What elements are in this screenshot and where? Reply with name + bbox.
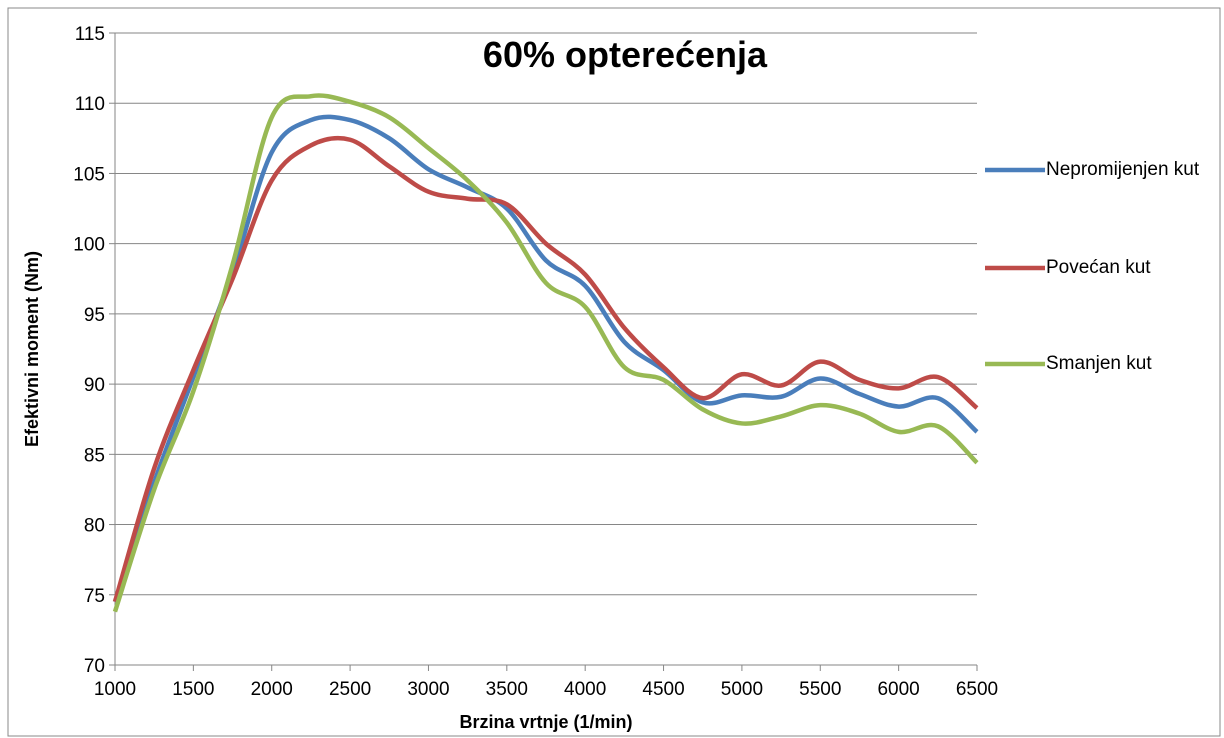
y-tick-label: 110: [75, 94, 105, 115]
series-line: [112, 93, 979, 613]
x-tick-label: 3500: [486, 679, 528, 700]
x-tick-label: 2500: [329, 679, 371, 700]
legend-label: Smanjen kut: [1046, 353, 1152, 374]
y-tick-label: 105: [73, 164, 105, 185]
x-tick-label: 4000: [564, 679, 606, 700]
legend-label: Nepromijenjen kut: [1046, 159, 1200, 180]
frame: [7, 7, 1221, 737]
y-tick-label: 95: [84, 305, 105, 326]
x-tick-label: 6000: [877, 679, 919, 700]
y-tick-label: 90: [84, 375, 105, 396]
x-tick-label: 5500: [799, 679, 841, 700]
x-tick-label: 4500: [642, 679, 684, 700]
x-tick-label: 5000: [721, 679, 763, 700]
y-tick-label: 100: [73, 235, 105, 256]
y-axis-label: Efektivni moment (Nm): [22, 251, 42, 447]
x-tick-label: 1500: [172, 679, 214, 700]
series-line: [112, 114, 979, 603]
x-tick-label: 3000: [407, 679, 449, 700]
x-tick-label: 6500: [956, 679, 998, 700]
y-tick-label: 80: [84, 516, 105, 537]
x-tick-label: 1000: [94, 679, 136, 700]
series-line: [112, 135, 979, 603]
y-tick-label: 115: [75, 24, 105, 45]
y-tick-label: 70: [84, 656, 105, 677]
x-tick-label: 2000: [251, 679, 293, 700]
legend-label: Povećan kut: [1046, 257, 1151, 278]
chart-title: 60% opterećenja: [483, 34, 768, 75]
x-axis-label: Brzina vrtnje (1/min): [459, 712, 632, 732]
y-tick-label: 75: [84, 586, 105, 607]
y-tick-label: 85: [84, 445, 105, 466]
